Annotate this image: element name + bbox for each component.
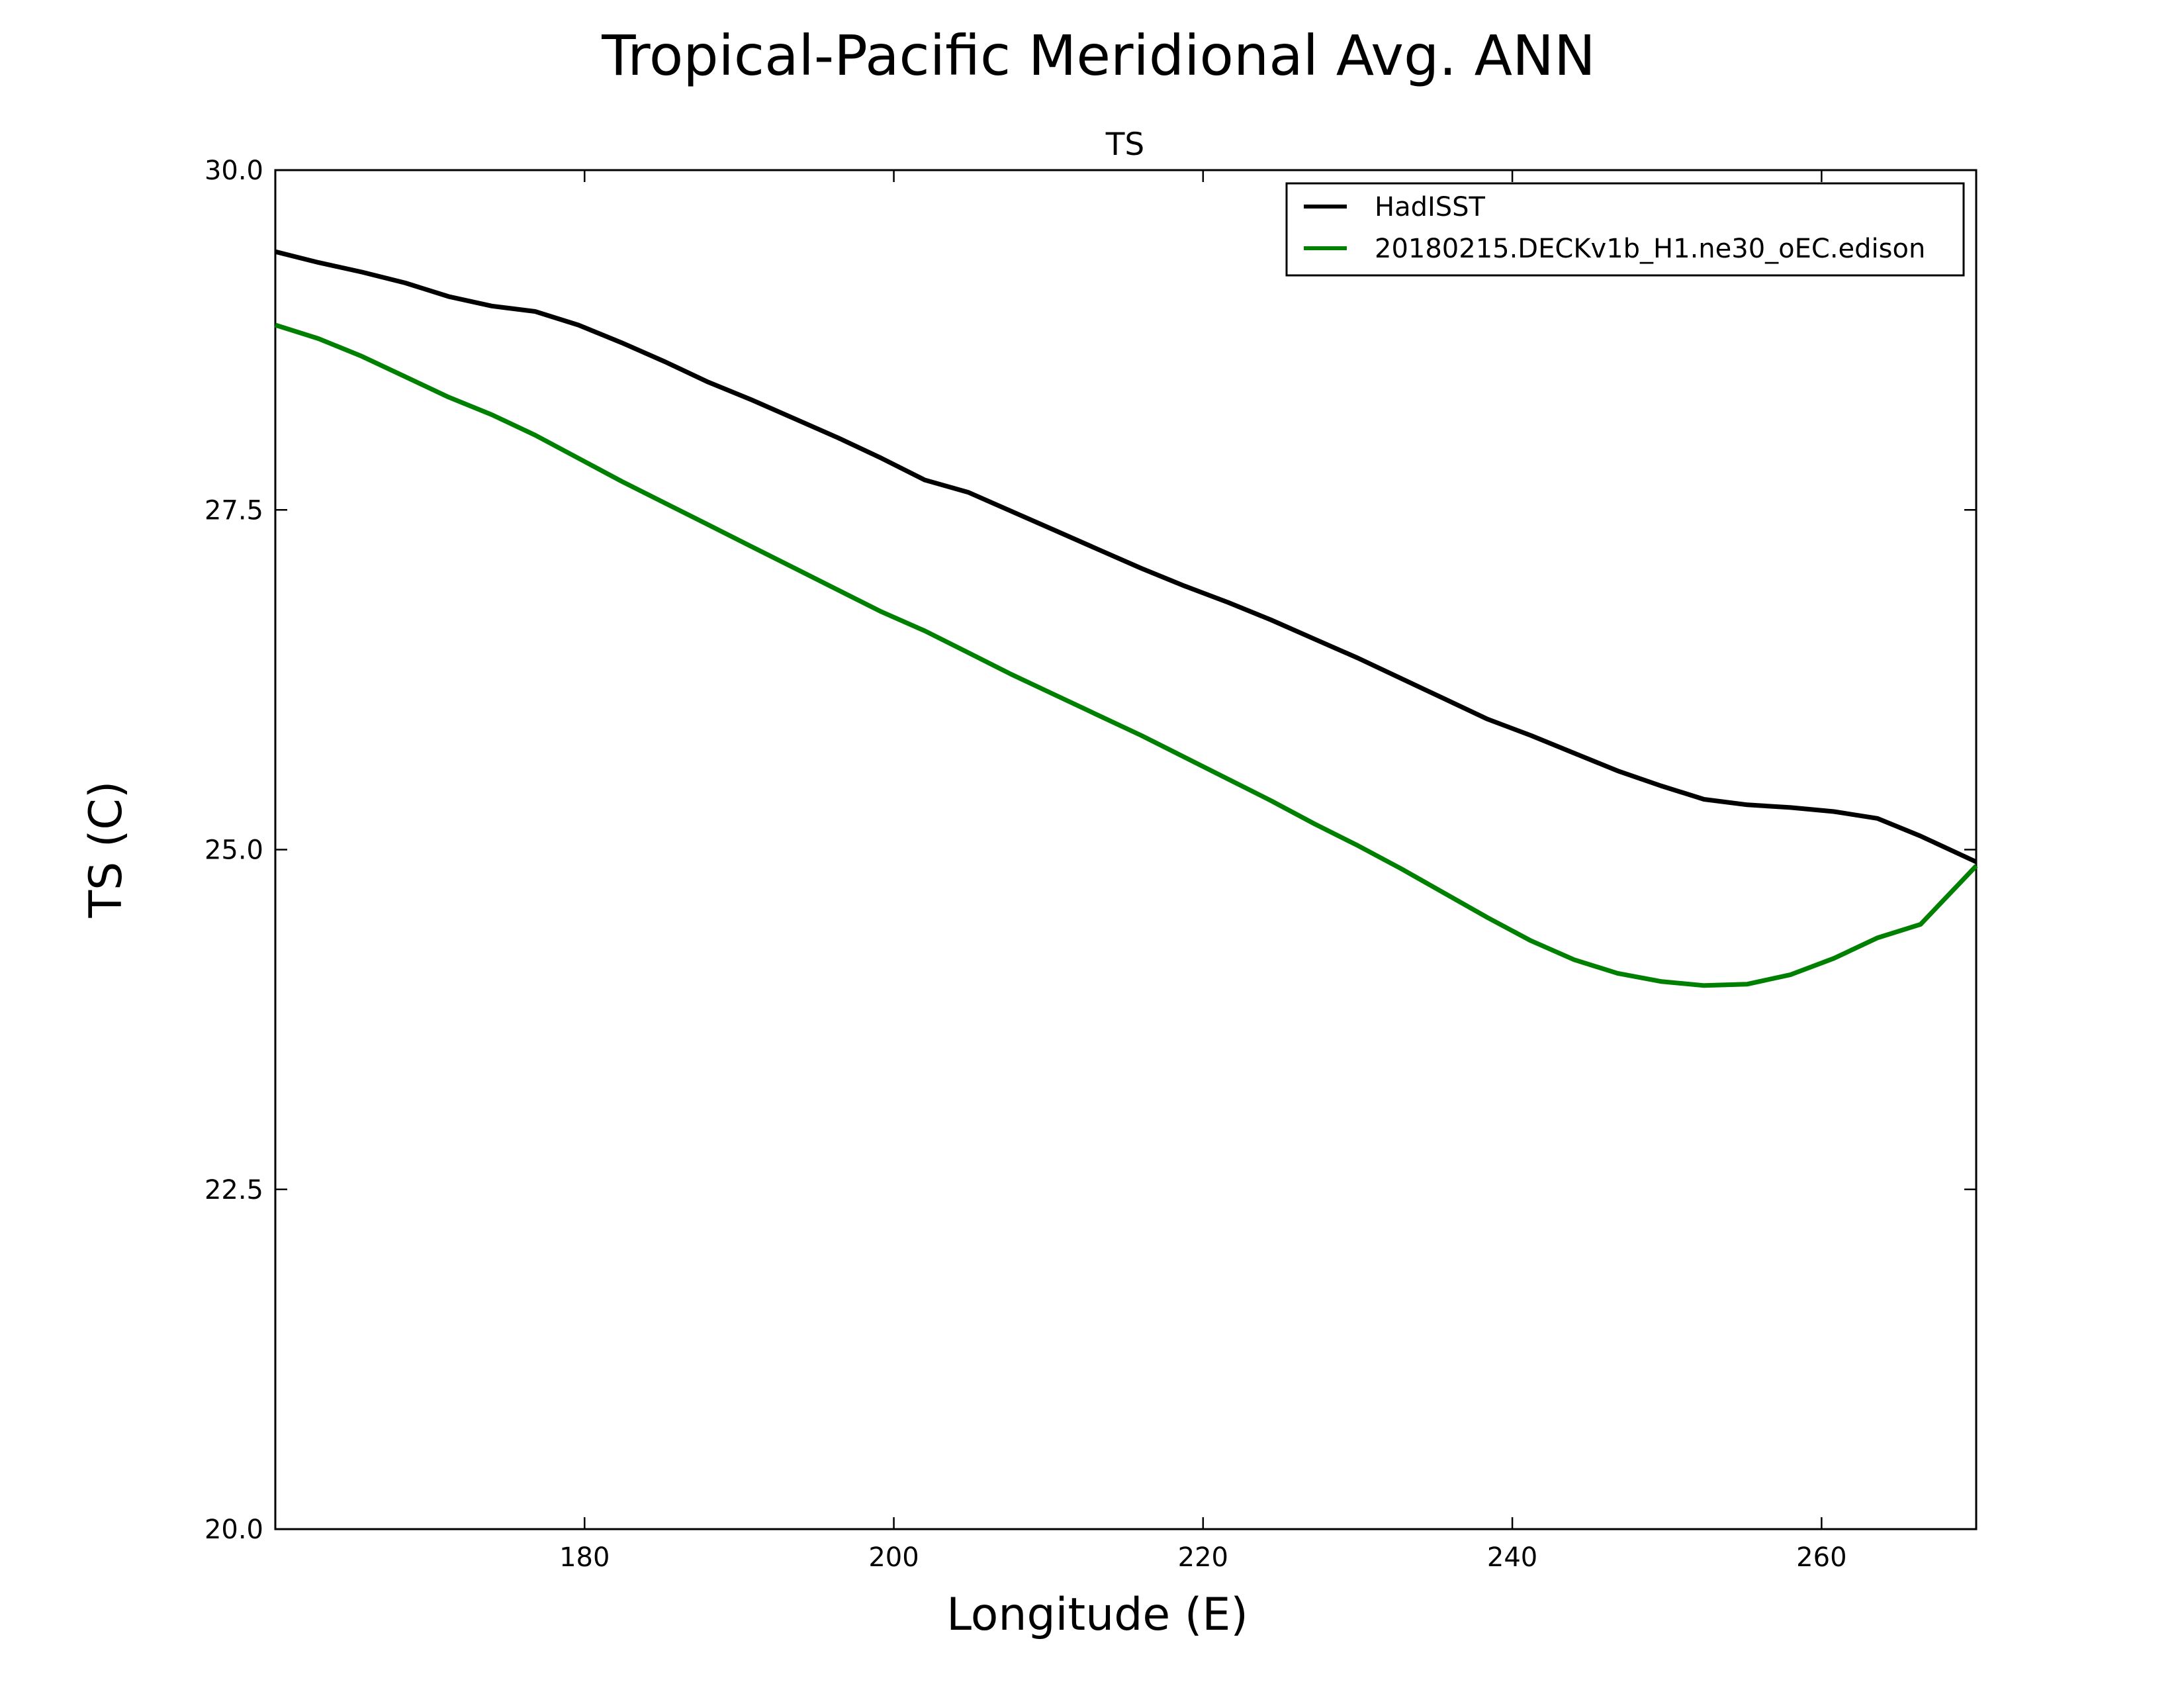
x-tick-label: 220 xyxy=(1178,1542,1228,1573)
legend-label-model: 20180215.DECKv1b_H1.ne30_oEC.edison xyxy=(1375,234,1925,264)
plot-area xyxy=(274,169,1978,1530)
x-axis-ticks: 180 200 220 240 260 xyxy=(559,170,1847,1573)
y-tick-label: 25.0 xyxy=(205,835,263,866)
x-tick-label: 180 xyxy=(559,1542,610,1573)
y-tick-label: 27.5 xyxy=(205,495,263,526)
series-line-model xyxy=(274,322,1978,988)
legend-box xyxy=(1285,182,1965,277)
x-tick-label: 240 xyxy=(1487,1542,1537,1573)
x-axis-label: Longitude (E) xyxy=(946,1589,1248,1641)
chart-subtitle: TS xyxy=(1105,126,1145,163)
y-axis-ticks: 20.0 22.5 25.0 27.5 30.0 xyxy=(205,156,1976,1545)
y-axis-label: TS (C) xyxy=(80,781,132,919)
plot-frame xyxy=(274,169,1978,1530)
x-tick-label: 200 xyxy=(868,1542,919,1573)
y-tick-label: 22.5 xyxy=(205,1175,263,1205)
legend: HadISST 20180215.DECKv1b_H1.ne30_oEC.edi… xyxy=(1285,182,1965,277)
y-tick-label: 30.0 xyxy=(205,156,263,186)
y-tick-label: 20.0 xyxy=(205,1515,263,1545)
series-line-hadisst xyxy=(275,249,1978,865)
series-layer xyxy=(274,249,1978,988)
chart-title: Tropical-Pacific Meridional Avg. ANN xyxy=(601,23,1596,88)
x-tick-label: 260 xyxy=(1796,1542,1846,1573)
legend-label-hadisst: HadISST xyxy=(1375,192,1486,222)
